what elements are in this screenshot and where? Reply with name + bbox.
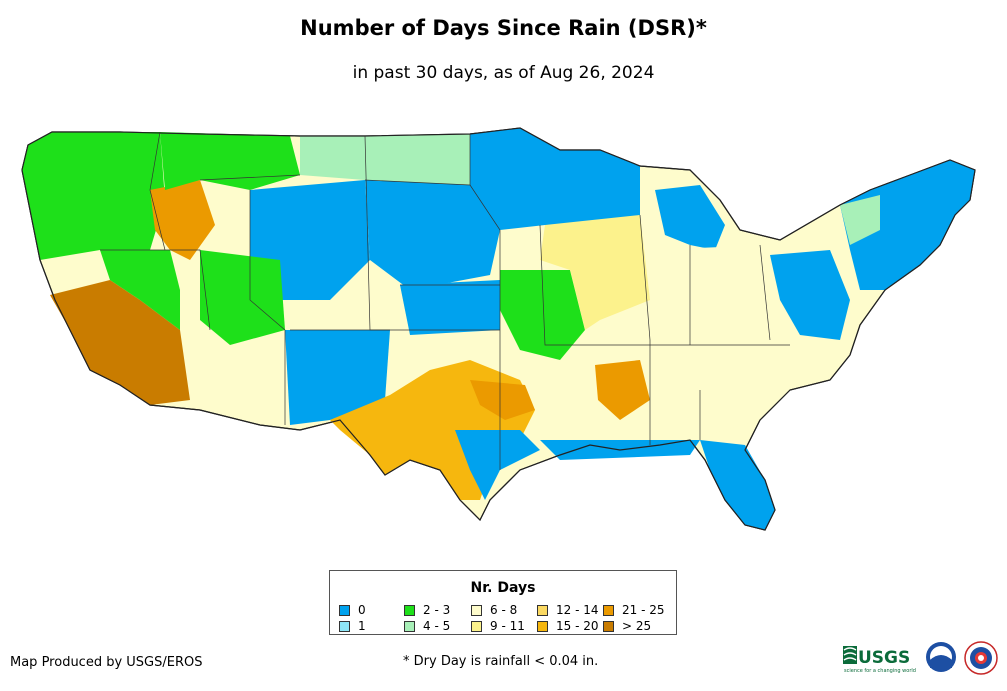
region-ohio-valley	[650, 245, 790, 340]
legend-swatch	[404, 604, 415, 616]
legend-label: 1	[358, 619, 366, 633]
usgs-logo: USGS science for a changing world	[843, 646, 916, 674]
state-boundaries	[100, 131, 790, 470]
legend-swatch	[404, 620, 415, 632]
legend-item-2-3: 2 - 3	[404, 603, 450, 617]
region-kansas-blue	[400, 280, 500, 335]
region-upper-midwest	[470, 128, 640, 230]
legend-item-0: 0	[339, 603, 366, 617]
legend-item-4-5: 4 - 5	[404, 619, 450, 633]
legend-swatch	[339, 604, 350, 616]
legend-swatch	[603, 620, 614, 632]
legend-item-1: 1	[339, 619, 366, 633]
legend-label: > 25	[622, 619, 652, 633]
legend-label: 9 - 11	[490, 619, 525, 633]
region-northeast	[840, 160, 975, 290]
region-idaho-snake-river	[150, 180, 215, 260]
nws-logo	[964, 641, 998, 675]
region-florida-gulf-coast	[700, 440, 775, 530]
footnote-text: * Dry Day is rainfall < 0.04 in.	[403, 654, 599, 669]
region-new-mexico-arizona	[285, 330, 390, 425]
region-great-basin	[100, 250, 180, 330]
legend-box: Nr. Days 0 1 2 - 3 4 - 5 6 - 8 9 - 11 12…	[329, 570, 677, 635]
legend-swatch	[339, 620, 350, 632]
noaa-logo	[926, 642, 956, 672]
region-northern-plains	[300, 136, 365, 180]
agency-logos: USGS science for a changing world	[843, 641, 998, 675]
legend-label: 4 - 5	[423, 619, 451, 633]
map-title: Number of Days Since Rain (DSR)*	[300, 16, 707, 40]
region-michigan	[655, 185, 725, 250]
region-mid-atlantic	[770, 250, 850, 340]
legend-swatch	[537, 604, 548, 616]
region-utah-mix	[200, 250, 285, 345]
legend-title: Nr. Days	[470, 580, 536, 596]
legend-item-9-11: 9 - 11	[471, 619, 525, 633]
region-missouri-kansas	[500, 270, 585, 360]
map-subtitle: in past 30 days, as of Aug 26, 2024	[352, 63, 655, 83]
legend-item-6-8: 6 - 8	[471, 603, 517, 617]
region-south-texas-coast	[455, 430, 540, 500]
usgs-wordmark: USGS	[858, 648, 910, 668]
region-mississippi-orange	[595, 360, 650, 420]
region-dakotas-blue	[365, 180, 500, 290]
legend-label: 12 - 14	[556, 603, 599, 617]
us-border	[21, 127, 976, 531]
legend-label: 0	[358, 603, 366, 617]
legend-swatch	[471, 604, 482, 616]
region-texas-east-dark	[470, 380, 535, 420]
legend-label: 21 - 25	[622, 603, 665, 617]
legend-swatch	[603, 604, 614, 616]
region-montana-green	[160, 132, 300, 190]
legend-item-15-20: 15 - 20	[537, 619, 599, 633]
legend-swatch	[471, 620, 482, 632]
legend-label: 6 - 8	[490, 603, 518, 617]
region-pacific-northwest	[22, 132, 165, 260]
legend-item-21-25: 21 - 25	[603, 603, 665, 617]
region-north-dakota-green	[365, 134, 470, 185]
legend-label: 15 - 20	[556, 619, 599, 633]
legend-swatch	[537, 620, 548, 632]
usgs-tagline: science for a changing world	[844, 668, 916, 674]
legend-item-gt-25: > 25	[603, 619, 651, 633]
legend-item-12-14: 12 - 14	[537, 603, 599, 617]
legend-label: 2 - 3	[423, 603, 451, 617]
region-new-england-light	[840, 195, 880, 245]
credit-text: Map Produced by USGS/EROS	[10, 655, 203, 670]
region-midwest-central	[540, 215, 650, 330]
